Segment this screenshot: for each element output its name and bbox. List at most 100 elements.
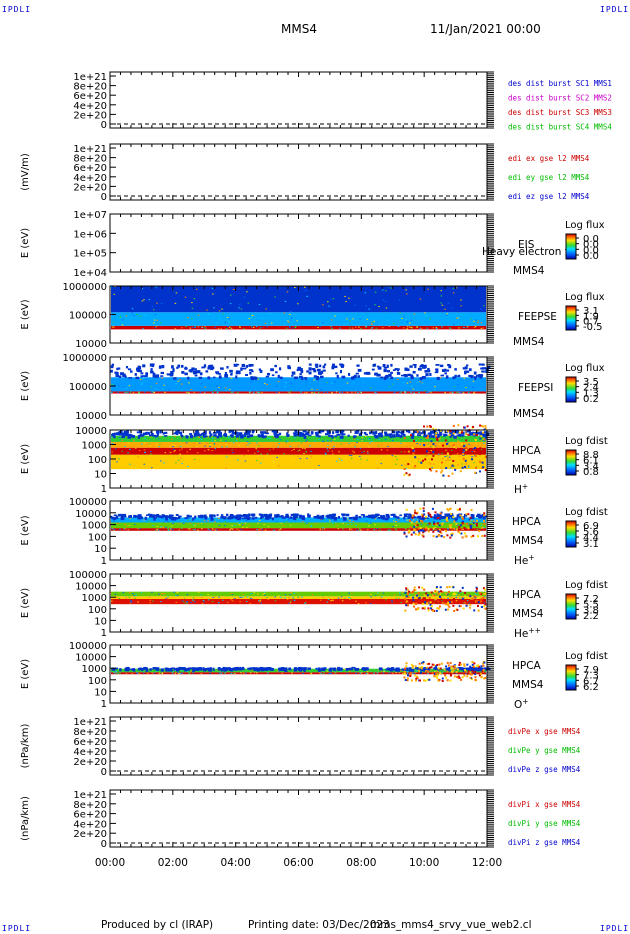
enhanced-flux-pixel: [458, 605, 461, 608]
enhanced-flux-pixel: [450, 534, 453, 537]
sparse-flux-pixel: [365, 515, 369, 518]
enhanced-flux-pixel: [441, 523, 444, 526]
sparse-flux-pixel: [431, 435, 435, 438]
enhanced-flux-pixel: [417, 527, 420, 530]
flux-speckle: [251, 526, 253, 528]
sparse-flux-pixel: [137, 516, 141, 518]
flux-speckle: [242, 596, 244, 598]
y-tick-label: 1e+06: [73, 229, 107, 240]
sparse-flux-pixel: [210, 516, 213, 519]
enhanced-flux-pixel: [424, 529, 427, 532]
sparse-flux-pixel: [354, 668, 358, 671]
flux-speckle: [328, 673, 331, 675]
enhanced-flux-pixel: [475, 522, 478, 525]
flux-speckle: [256, 442, 258, 444]
flux-speckle: [413, 450, 416, 452]
flux-speckle: [355, 600, 357, 602]
flux-speckle: [250, 437, 253, 439]
flux-speckle: [169, 529, 172, 531]
flux-speckle: [473, 327, 476, 329]
flux-speckle: [419, 298, 422, 300]
flux-speckle: [409, 381, 412, 383]
flux-speckle: [121, 324, 124, 326]
sparse-flux-pixel: [435, 368, 439, 372]
flux-speckle: [460, 305, 462, 307]
flux-speckle: [477, 320, 480, 322]
enhanced-flux-pixel: [440, 535, 443, 538]
flux-speckle: [201, 382, 203, 384]
sparse-flux-pixel: [242, 517, 246, 520]
enhanced-flux-pixel: [412, 514, 415, 517]
sparse-flux-pixel: [235, 434, 240, 438]
enhanced-flux-pixel: [474, 439, 477, 442]
enhanced-flux-pixel: [470, 526, 473, 529]
sparse-flux-pixel: [205, 370, 209, 373]
sparse-flux-pixel: [185, 435, 188, 438]
colorbar-tick-label: 8.8: [583, 450, 599, 461]
enhanced-flux-pixel: [448, 433, 451, 436]
flux-speckle: [357, 439, 359, 441]
flux-speckle: [391, 455, 394, 457]
flux-speckle: [446, 313, 449, 315]
enhanced-flux-pixel: [452, 516, 455, 519]
sparse-flux-pixel: [270, 368, 274, 372]
sparse-flux-pixel: [229, 369, 233, 373]
flux-speckle: [110, 591, 112, 593]
enhanced-flux-pixel: [465, 604, 468, 607]
flux-speckle: [429, 318, 431, 320]
flux-speckle: [370, 522, 372, 524]
flux-speckle: [354, 446, 356, 448]
flux-speckle: [250, 593, 253, 595]
flux-speckle: [309, 445, 311, 447]
flux-speckle: [321, 528, 324, 530]
sparse-flux-pixel: [179, 667, 184, 670]
flux-speckle: [274, 600, 277, 602]
sparse-flux-pixel: [357, 375, 360, 378]
flux-speckle: [219, 318, 221, 320]
sparse-flux-pixel: [423, 517, 427, 519]
flux-speckle: [427, 288, 429, 290]
sparse-flux-pixel: [228, 430, 231, 434]
enhanced-flux-pixel: [435, 435, 438, 438]
flux-speckle: [232, 600, 234, 602]
flux-speckle: [171, 672, 174, 674]
sparse-flux-pixel: [421, 667, 426, 670]
flux-speckle: [113, 529, 116, 531]
flux-speckle: [449, 440, 452, 442]
flux-speckle: [435, 328, 438, 330]
sparse-flux-pixel: [350, 376, 355, 380]
enhanced-flux-pixel: [423, 606, 426, 609]
sparse-flux-pixel: [271, 517, 274, 521]
flux-speckle: [249, 603, 252, 605]
sparse-flux-pixel: [332, 513, 336, 517]
flux-speckle: [425, 518, 427, 520]
flux-speckle: [332, 522, 334, 524]
flux-speckle: [427, 452, 430, 454]
enhanced-flux-pixel: [407, 674, 410, 677]
flux-speckle: [134, 524, 136, 526]
sparse-flux-pixel: [218, 668, 221, 671]
sparse-flux-pixel: [192, 370, 196, 375]
flux-speckle: [238, 596, 241, 598]
flux-speckle: [230, 673, 233, 675]
enhanced-flux-pixel: [403, 473, 406, 476]
enhanced-flux-pixel: [410, 521, 413, 524]
flux-speckle: [250, 317, 253, 319]
flux-speckle: [348, 596, 351, 598]
colorbar: [565, 449, 577, 476]
flux-speckle: [374, 594, 376, 596]
flux-speckle: [236, 528, 238, 530]
flux-speckle: [460, 322, 462, 324]
flux-speckle: [119, 529, 121, 531]
flux-speckle: [395, 463, 397, 465]
flux-speckle: [240, 596, 242, 598]
flux-speckle: [154, 327, 156, 329]
enhanced-flux-pixel: [478, 453, 481, 456]
sparse-flux-pixel: [230, 514, 233, 516]
flux-speckle: [373, 672, 375, 674]
flux-speckle: [374, 304, 376, 306]
enhanced-flux-pixel: [437, 607, 440, 610]
flux-speckle: [212, 596, 214, 598]
enhanced-flux-pixel: [482, 466, 485, 469]
spacecraft-title: MMS4: [281, 22, 317, 36]
